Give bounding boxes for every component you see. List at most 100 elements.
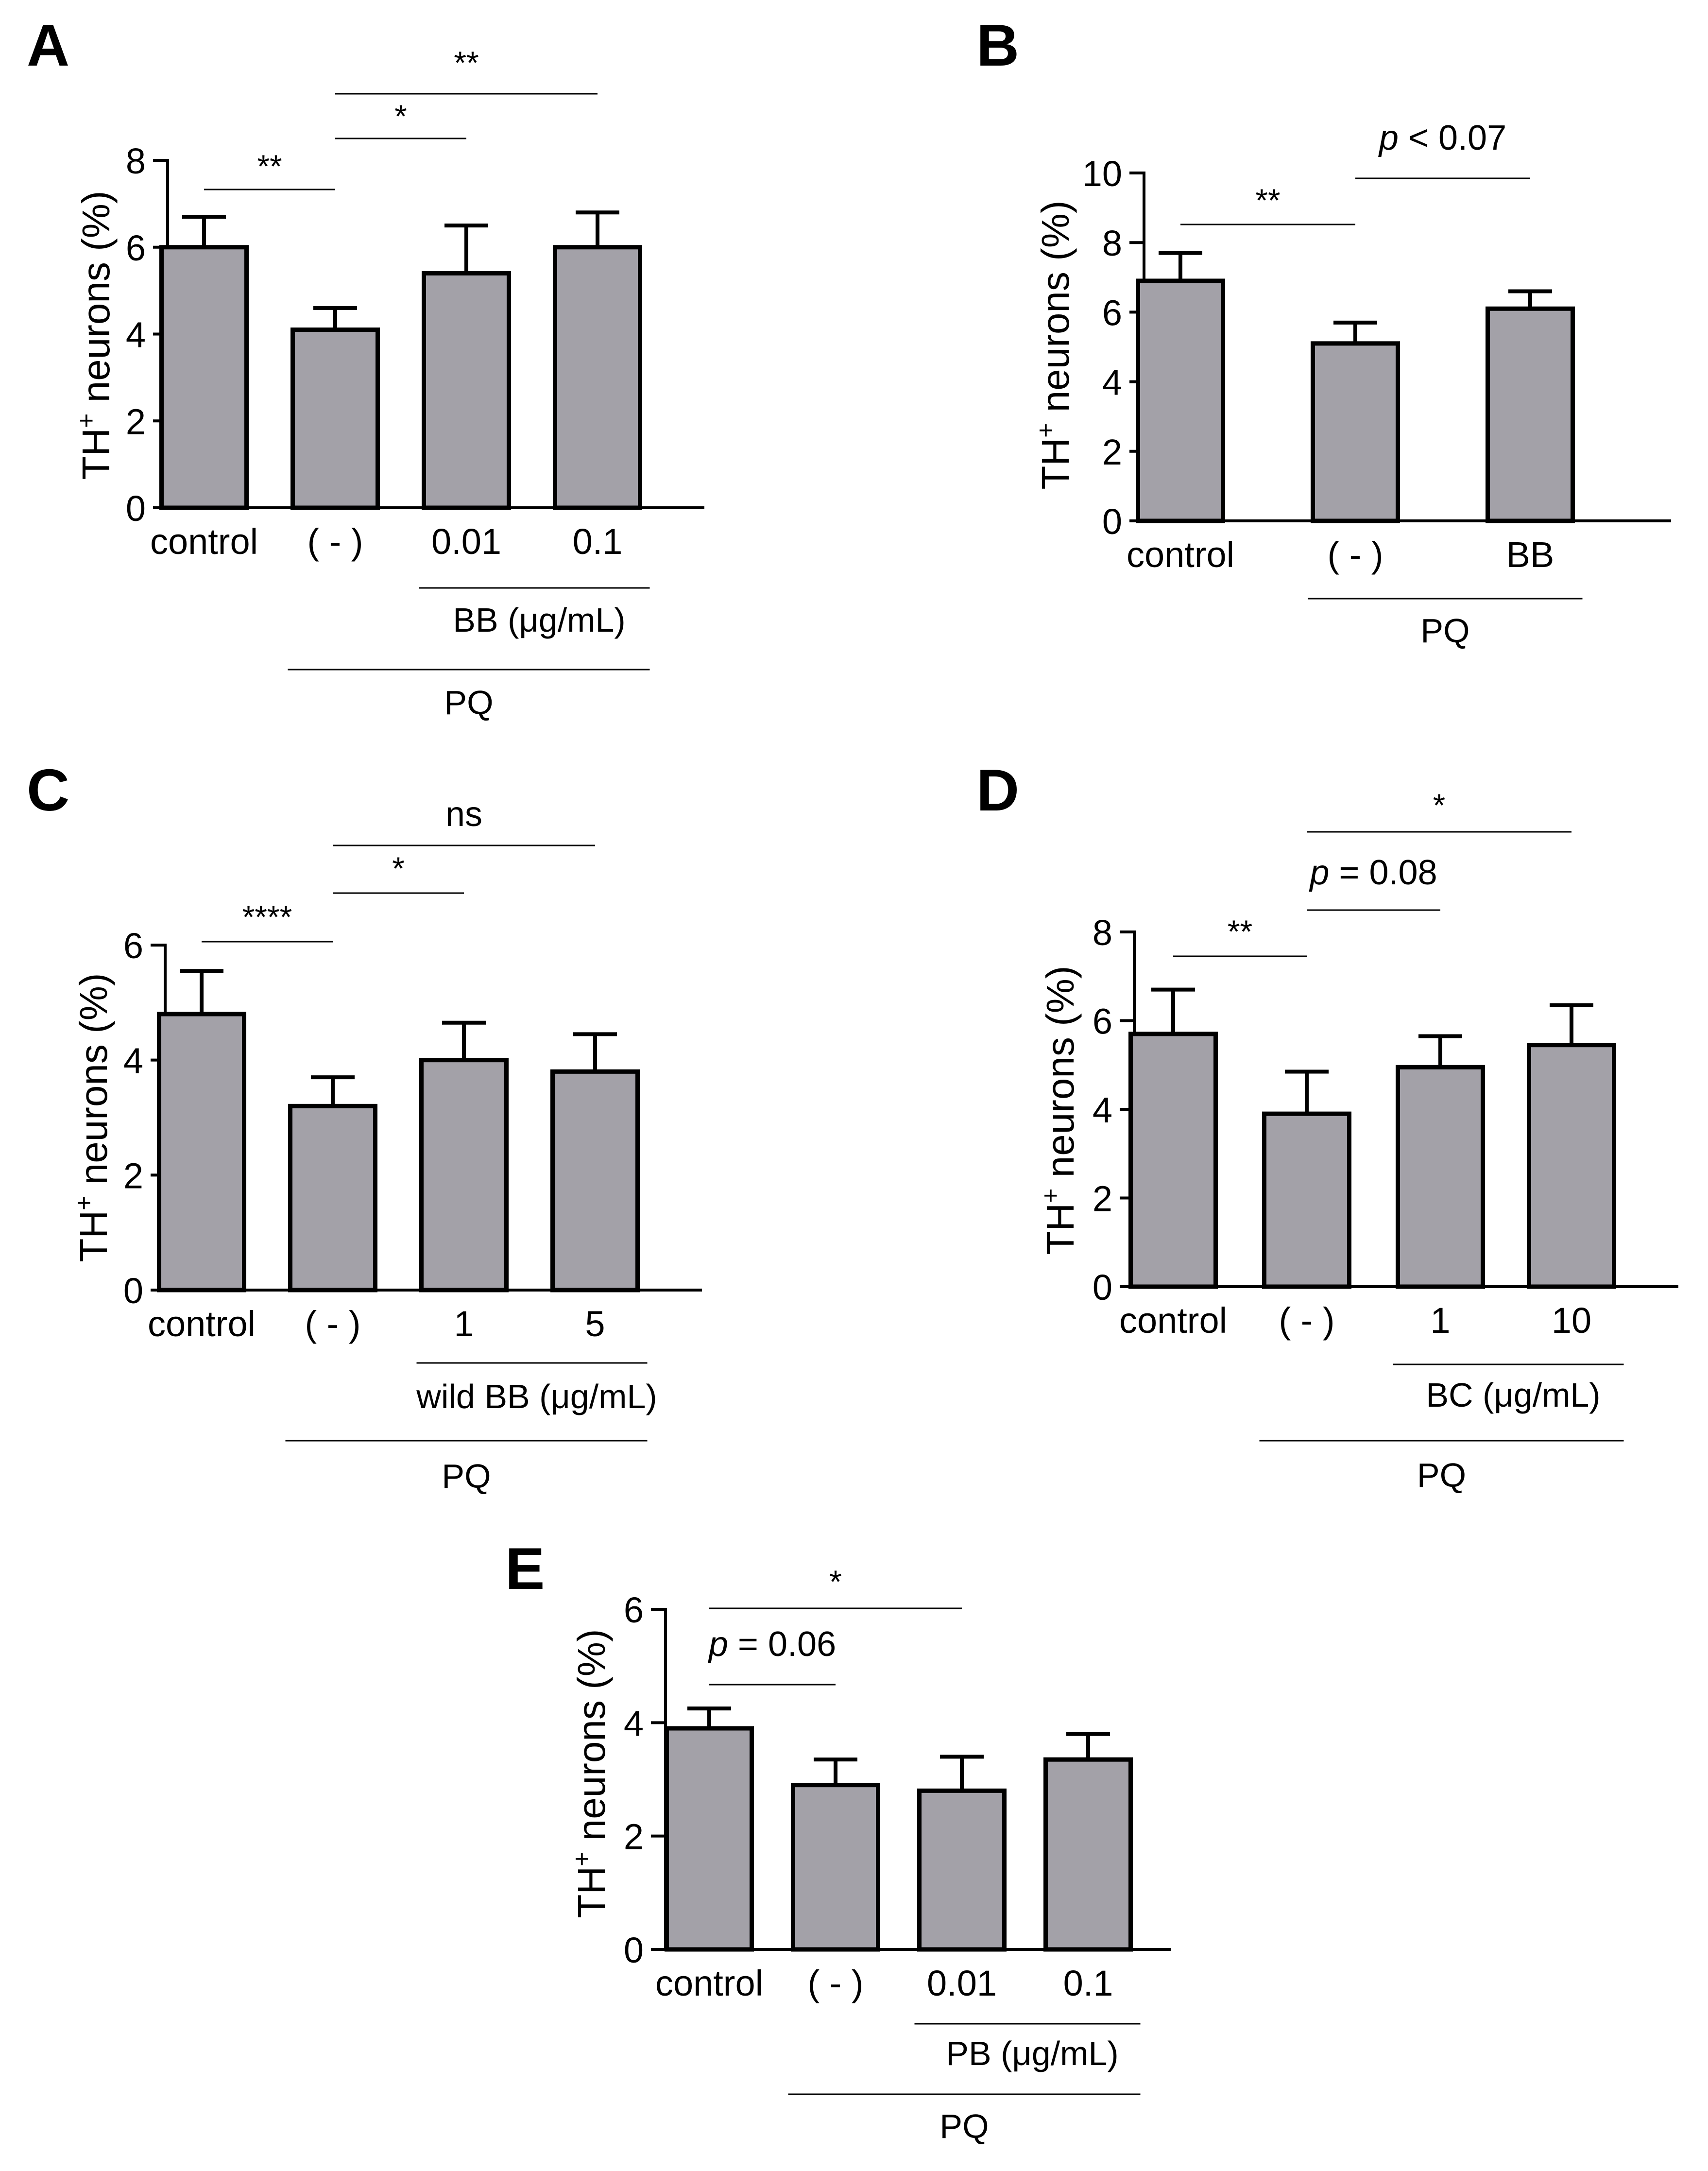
group-label: BC (μg/mL) [1426, 1376, 1600, 1414]
group-label: PQ [1417, 1456, 1466, 1494]
x-tick-label: ( - ) [807, 1963, 863, 2003]
group-label: PQ [939, 2107, 989, 2145]
y-axis-label-rest: neurons (%) [1039, 966, 1082, 1189]
bar-3 [553, 245, 642, 510]
y-tick-label: 0 [126, 488, 146, 529]
y-axis-label-sup: + [1037, 1188, 1065, 1203]
bar-0 [157, 1012, 246, 1292]
x-tick-label: control [150, 521, 258, 562]
significance-label: p < 0.07 [1378, 119, 1506, 157]
y-tick-label: 6 [126, 228, 146, 268]
y-tick-label: 6 [624, 1590, 644, 1630]
y-axis-label-rest: neurons (%) [72, 973, 115, 1196]
panel-letter: E [505, 1535, 545, 1602]
panel-letter: B [976, 12, 1019, 78]
x-tick-label: BB [1506, 534, 1554, 575]
bar-1 [1311, 341, 1400, 523]
y-tick-label: 4 [123, 1041, 143, 1081]
x-tick-label: ( - ) [1279, 1300, 1334, 1341]
y-tick-label: 0 [624, 1930, 644, 1970]
x-tick-label: 1 [1430, 1300, 1450, 1341]
group-label: PQ [1420, 612, 1469, 650]
bar-3 [550, 1069, 640, 1292]
bar-0 [159, 245, 249, 510]
y-tick-label: 8 [126, 141, 146, 181]
x-tick-label: control [1119, 1300, 1227, 1341]
y-tick-label: 8 [1093, 913, 1112, 953]
significance-label: p = 0.06 [708, 1625, 836, 1664]
y-tick-label: 0 [1093, 1267, 1112, 1308]
x-tick-label: 0.1 [573, 521, 623, 562]
y-axis-label: TH+ neurons (%) [1037, 966, 1082, 1255]
significance-label: ** [257, 148, 282, 184]
y-axis-label-rest: neurons (%) [570, 1629, 613, 1852]
significance-label-rest: < 0.07 [1399, 119, 1506, 157]
y-axis-label-sup: + [568, 1851, 596, 1866]
bar-0 [665, 1726, 754, 1952]
bar-1 [1262, 1111, 1351, 1289]
y-axis-label-rest: neurons (%) [1034, 201, 1077, 423]
y-tick-label: 6 [1093, 1001, 1112, 1042]
panel-d: D TH+ neurons (%) 0 2 4 6 8 control ( - ) 1 10 ** p … [976, 757, 1678, 1494]
group-label: PB (μg/mL) [946, 2034, 1118, 2072]
significance-label: * [394, 98, 407, 134]
bar-1 [288, 1103, 377, 1292]
bar-2 [1396, 1065, 1485, 1289]
bar-3 [1043, 1757, 1133, 1952]
y-tick-label: 2 [1093, 1179, 1112, 1219]
y-tick-label: 0 [1102, 501, 1122, 542]
group-label: PQ [442, 1457, 491, 1495]
significance-label: ** [1255, 182, 1280, 218]
panel-b: B TH+ neurons (%) 0 2 4 6 8 10 control ( - ) BB ** p… [976, 12, 1671, 650]
x-tick-label: 0.1 [1063, 1963, 1113, 2003]
y-axis-label-main: TH [570, 1866, 613, 1918]
x-tick-label: control [1127, 534, 1234, 575]
x-tick-label: control [655, 1963, 763, 2003]
significance-label: **** [242, 899, 292, 935]
x-tick-label: 10 [1552, 1300, 1591, 1341]
y-axis-label-main: TH [74, 428, 118, 480]
y-tick-label: 4 [126, 315, 146, 355]
y-tick-label: 4 [624, 1703, 644, 1743]
significance-label: * [392, 850, 405, 886]
bar-0 [1136, 278, 1225, 523]
x-tick-label: 5 [585, 1304, 605, 1344]
x-tick-label: ( - ) [305, 1304, 360, 1344]
significance-label-italic: p [1378, 119, 1399, 157]
group-label: PQ [444, 684, 493, 722]
group-label: wild BB (μg/mL) [416, 1378, 657, 1415]
y-axis-label-sup: + [72, 413, 101, 428]
significance-label: ** [1228, 913, 1252, 949]
significance-label: p = 0.08 [1309, 853, 1437, 892]
y-tick-label: 2 [123, 1155, 143, 1196]
y-axis-label: TH+ neurons (%) [568, 1629, 613, 1918]
bar-2 [419, 1058, 509, 1292]
bar-2 [1486, 306, 1575, 523]
y-axis-label-rest: neurons (%) [74, 191, 118, 414]
group-label: BB (μg/mL) [453, 601, 625, 639]
y-axis-label-sup: + [70, 1195, 98, 1210]
y-tick-label: 0 [123, 1271, 143, 1311]
y-tick-label: 4 [1102, 362, 1122, 403]
significance-label-italic: p [1309, 853, 1329, 892]
y-axis-label: TH+ neurons (%) [1032, 201, 1077, 490]
significance-label: ns [445, 795, 482, 834]
x-tick-label: ( - ) [307, 521, 363, 562]
x-tick-label: ( - ) [1327, 534, 1383, 575]
bar-2 [917, 1788, 1007, 1952]
y-axis-label-main: TH [1034, 438, 1077, 490]
y-axis-label-main: TH [72, 1210, 115, 1262]
bar-0 [1128, 1032, 1218, 1289]
x-tick-label: control [148, 1304, 256, 1344]
x-tick-label: 0.01 [927, 1963, 997, 2003]
y-axis-label: TH+ neurons (%) [72, 191, 118, 480]
y-tick-label: 8 [1102, 223, 1122, 263]
y-axis-label-main: TH [1039, 1203, 1082, 1255]
bar-1 [290, 327, 380, 510]
significance-label-rest: = 0.06 [728, 1625, 836, 1664]
panel-letter: A [27, 12, 69, 78]
y-tick-label: 10 [1082, 154, 1122, 194]
y-tick-label: 4 [1093, 1090, 1112, 1130]
